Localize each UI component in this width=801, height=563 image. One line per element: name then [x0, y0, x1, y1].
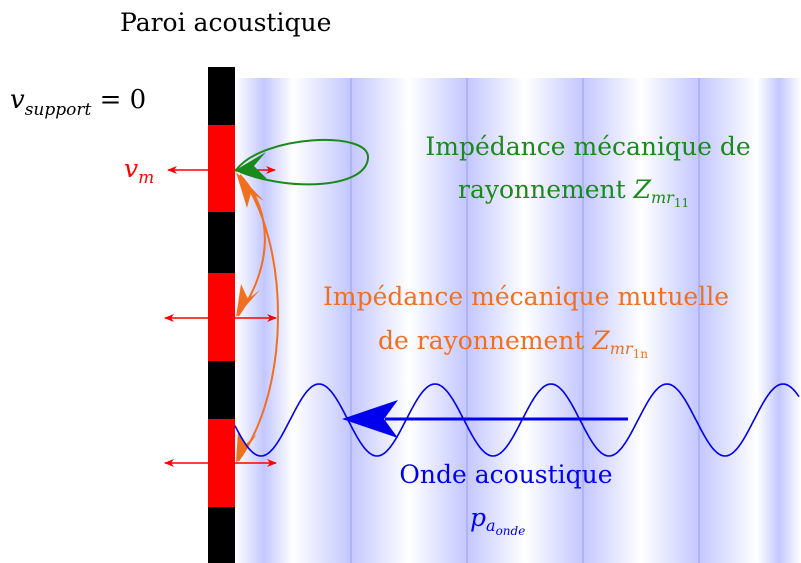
mutual-impedance-label-line2: de rayonnement Zmr1n: [378, 326, 648, 361]
mutual-arc-1-3: [237, 174, 279, 462]
wave-pressure-symbol: paonde: [470, 503, 525, 538]
self-impedance-arrowhead: [234, 152, 268, 180]
self-impedance-loop: [234, 138, 370, 186]
mutual-impedance-label-line1: Impédance mécanique mutuelle: [323, 282, 729, 311]
self-impedance-label-line1: Impédance mécanique de: [425, 132, 750, 161]
membrane-velocity-label: vm: [124, 154, 154, 188]
membrane-2: [208, 273, 235, 361]
membrane-1: [208, 125, 235, 212]
wave-label: Onde acoustique: [399, 460, 612, 489]
wave-direction-arrowhead: [342, 400, 398, 438]
field-band: [757, 78, 801, 563]
field-band: [235, 78, 293, 563]
support-velocity-label: vsupport = 0: [10, 85, 146, 120]
acoustic-wave: [234, 383, 800, 457]
acoustic-field: [235, 78, 801, 563]
acoustic-wall: [208, 67, 235, 563]
diagram-title: Paroi acoustique: [120, 8, 331, 37]
self-impedance-label-line2: rayonnement Zmr11: [458, 175, 689, 210]
membrane-3: [208, 419, 235, 507]
wave-curve: [234, 383, 800, 457]
